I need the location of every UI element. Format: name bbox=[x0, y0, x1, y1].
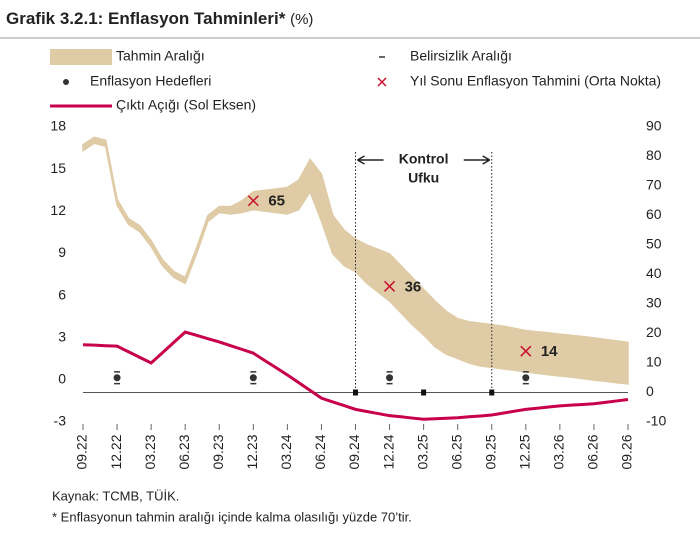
x-tick-label: 03.23 bbox=[142, 434, 158, 469]
x-tick-label: 03.25 bbox=[414, 434, 430, 469]
legend-label: Belirsizlik Aralığı bbox=[410, 48, 512, 64]
midpoint-marker bbox=[247, 195, 259, 207]
legend-label: Çıktı Açığı (Sol Eksen) bbox=[116, 97, 256, 113]
horizon-label: Kontrol bbox=[399, 151, 449, 167]
legend-swatch bbox=[377, 77, 387, 87]
data-label: 36 bbox=[405, 278, 422, 295]
target-point bbox=[522, 374, 530, 382]
horizon-marker bbox=[489, 389, 495, 396]
legend-label: Enflasyon Hedefleri bbox=[90, 73, 211, 89]
y-tick-label: 0 bbox=[58, 371, 66, 387]
legend-label: Yıl Sonu Enflasyon Tahmini (Orta Nokta) bbox=[410, 73, 661, 89]
target-point bbox=[113, 374, 121, 382]
y2-tick-label: 80 bbox=[646, 147, 662, 163]
y2-tick-label: 0 bbox=[646, 383, 654, 399]
x-tick-label: 06.23 bbox=[176, 434, 192, 469]
legend-swatch bbox=[50, 49, 112, 65]
y2-tick-label: -10 bbox=[646, 413, 666, 429]
title-text: Grafik 3.2.1: Enflasyon Tahminleri* bbox=[6, 9, 286, 28]
x-tick-label: 03.26 bbox=[551, 434, 567, 469]
y2-tick-label: 20 bbox=[646, 324, 662, 340]
x-tick-label: 03.24 bbox=[278, 434, 294, 469]
y-tick-label: -3 bbox=[54, 413, 67, 429]
y2-tick-label: 40 bbox=[646, 265, 662, 281]
y2-tick-label: 30 bbox=[646, 295, 662, 311]
x-tick-label: 12.23 bbox=[244, 434, 260, 469]
source-note: Kaynak: TCMB, TÜİK. bbox=[52, 488, 179, 503]
y-tick-label: 6 bbox=[58, 286, 66, 302]
legend-swatch bbox=[63, 79, 69, 85]
horizon-marker bbox=[353, 389, 358, 396]
chart-title: Grafik 3.2.1: Enflasyon Tahminleri* (%) bbox=[6, 9, 313, 28]
x-tick-label: 12.24 bbox=[380, 434, 396, 469]
y-tick-label: 12 bbox=[50, 202, 66, 218]
midpoint-marker bbox=[384, 280, 396, 292]
horizon-arrow bbox=[463, 155, 491, 165]
target-point bbox=[386, 374, 394, 382]
y-tick-label: 3 bbox=[58, 328, 66, 344]
x-tick-label: 06.26 bbox=[585, 434, 601, 469]
horizon-label: Ufku bbox=[408, 170, 439, 186]
title-unit: (%) bbox=[290, 11, 313, 28]
y2-tick-label: 70 bbox=[646, 177, 662, 193]
y-tick-label: 15 bbox=[50, 160, 66, 176]
y2-tick-label: 10 bbox=[646, 354, 662, 370]
x-tick-label: 09.24 bbox=[346, 434, 362, 469]
output-gap-line bbox=[82, 330, 629, 421]
x-tick-label: 09.26 bbox=[619, 434, 635, 469]
y2-tick-label: 50 bbox=[646, 236, 662, 252]
y2-tick-label: 90 bbox=[646, 118, 662, 134]
horizon-marker bbox=[421, 389, 427, 396]
x-tick-label: 06.25 bbox=[448, 434, 464, 469]
x-tick-label: 09.22 bbox=[74, 434, 90, 469]
y2-tick-label: 60 bbox=[646, 206, 662, 222]
midpoint-marker bbox=[520, 345, 532, 357]
footnote: * Enflasyonun tahmin aralığı içinde kalm… bbox=[52, 509, 412, 524]
legend-label: Tahmin Aralığı bbox=[116, 48, 205, 64]
x-tick-label: 09.23 bbox=[210, 434, 226, 469]
data-label: 14 bbox=[541, 343, 558, 360]
y-tick-label: 18 bbox=[50, 118, 66, 134]
x-tick-label: 12.25 bbox=[517, 434, 533, 469]
x-tick-label: 12.22 bbox=[108, 434, 124, 469]
target-point bbox=[249, 374, 257, 382]
horizon-arrow bbox=[357, 155, 384, 165]
y-tick-label: 9 bbox=[58, 244, 66, 260]
x-tick-label: 06.24 bbox=[312, 434, 328, 469]
x-tick-label: 09.25 bbox=[482, 434, 498, 469]
data-label: 65 bbox=[268, 193, 285, 210]
